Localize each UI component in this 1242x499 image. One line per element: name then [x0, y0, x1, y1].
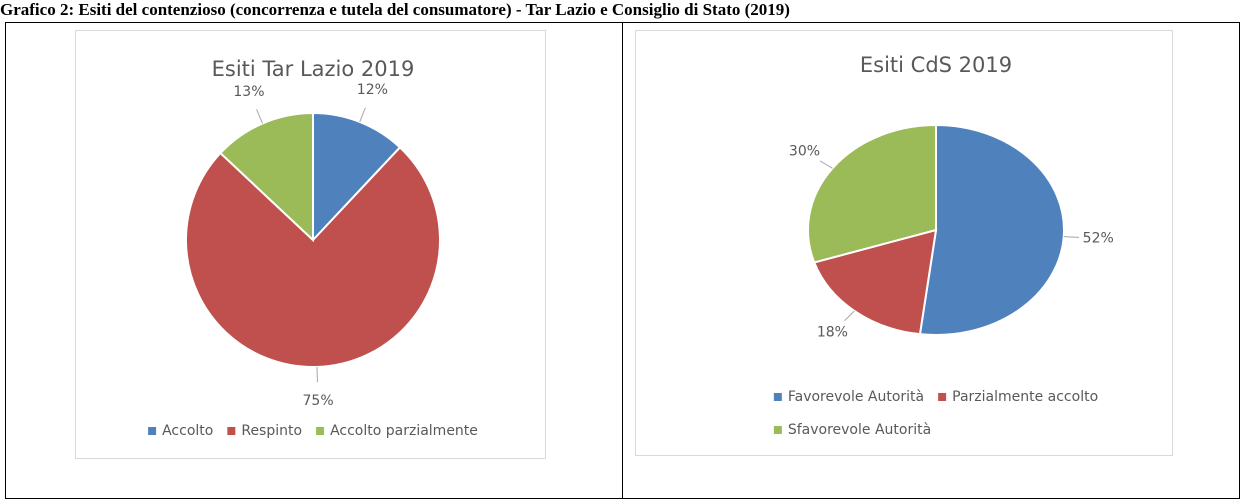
legend-marker [773, 393, 782, 401]
legend-marker [773, 426, 782, 434]
pie-slice [312, 111, 402, 243]
leader-line [359, 107, 366, 123]
data-label: 18% [817, 325, 848, 341]
leader-line [256, 109, 264, 124]
data-label: 13% [233, 84, 264, 100]
legend-label: Sfavorevole Autorità [788, 422, 931, 438]
legend-marker [316, 427, 325, 435]
legend-label: Favorevole Autorità [788, 389, 924, 405]
legend-label: Respinto [241, 423, 302, 439]
leader-line [1063, 236, 1080, 238]
legend-label: Accolto [162, 423, 213, 439]
pie-slice [219, 111, 314, 243]
legend-marker [938, 393, 947, 401]
data-label: 75% [303, 393, 334, 409]
legend-label: Accolto parzialmente [330, 423, 478, 439]
chart-title: Esiti CdS 2019 [860, 53, 1012, 77]
chart-title: Esiti Tar Lazio 2019 [212, 57, 415, 81]
data-label: 52% [1083, 230, 1114, 246]
pie-slice [812, 228, 938, 336]
leader-line [819, 160, 833, 169]
legend-label: Parzialmente accolto [952, 389, 1098, 405]
pie-slice [918, 123, 1065, 336]
legend-marker [227, 427, 236, 435]
heading: Grafico 2: Esiti del contenzioso (concor… [0, 0, 790, 19]
data-label: 12% [357, 82, 388, 98]
pie-slice [807, 123, 937, 264]
leader-line [844, 310, 855, 321]
data-label: 30% [789, 144, 820, 160]
legend-marker [148, 427, 157, 435]
